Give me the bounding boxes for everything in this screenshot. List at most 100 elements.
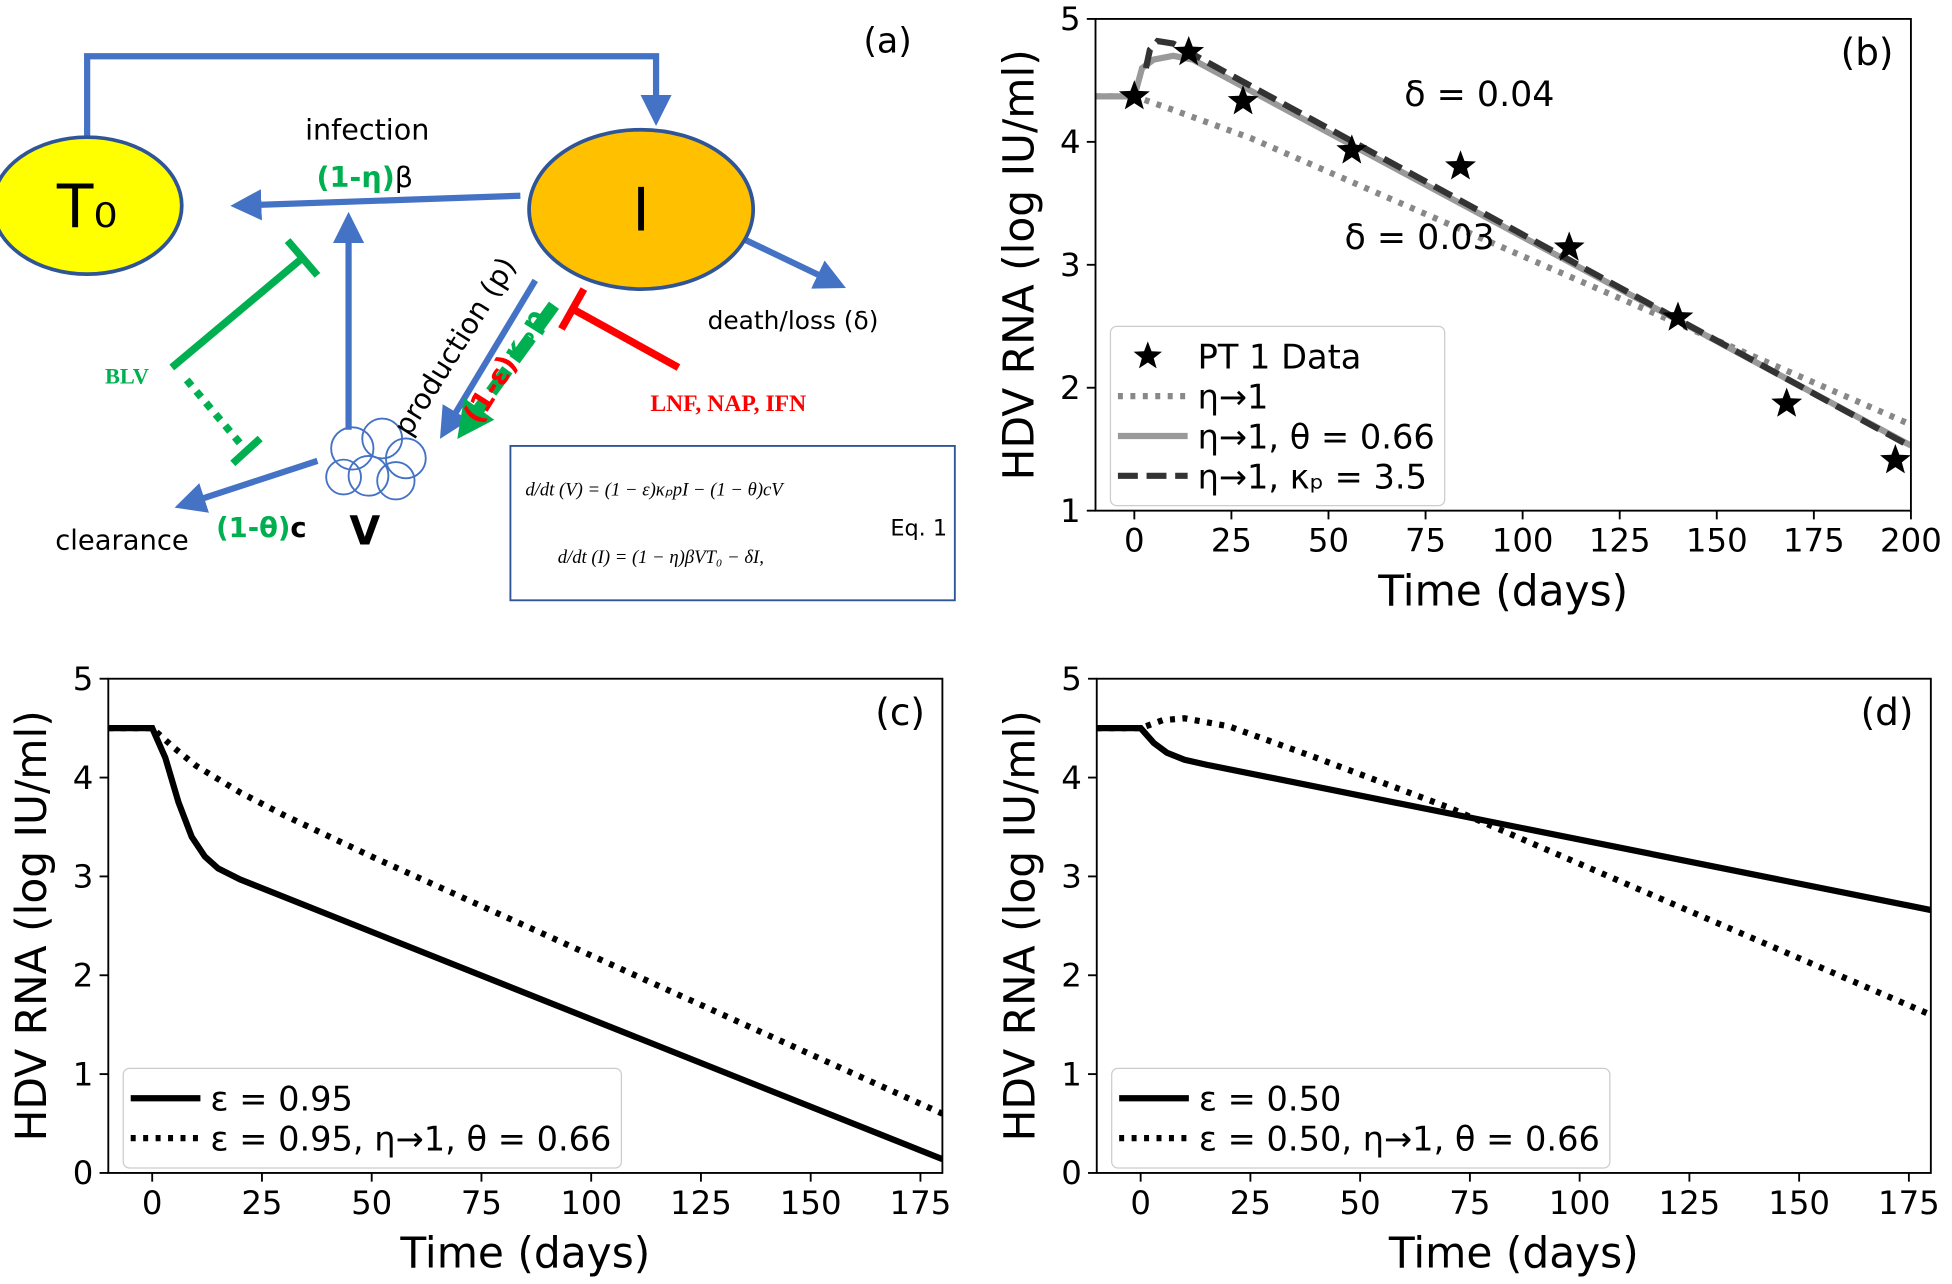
inhibitor-bar — [284, 238, 321, 278]
node-label: I — [632, 177, 650, 246]
rate-part: (1-θ) — [216, 513, 290, 544]
legend-label: ε = 0.50 — [1199, 1080, 1342, 1119]
edge-label: (1-η)β — [316, 160, 413, 194]
x-tick-label: 50 — [1308, 522, 1349, 560]
inhibitor-bar — [230, 435, 263, 467]
legend-label: ε = 0.95 — [210, 1080, 353, 1119]
inhibitor-label: BLV — [105, 364, 149, 389]
data-point — [1662, 301, 1694, 331]
chart: 0 25 50 75 100 125 150 175 0 1 2 3 4 5 Time (days) HDV … — [7, 660, 951, 1278]
x-tick-label: 0 — [1124, 522, 1145, 560]
plot-area — [108, 725, 943, 1163]
node-label: V — [349, 508, 380, 554]
data-point — [1336, 134, 1368, 164]
y-tick-label: 1 — [73, 1055, 94, 1093]
x-tick-label: 25 — [241, 1184, 282, 1222]
series-line — [1096, 715, 1931, 1018]
legend: ε = 0.95ε = 0.95, η→1, θ = 0.66 — [122, 1067, 623, 1169]
x-tick-label: 100 — [1549, 1184, 1611, 1222]
x-tick-label: 150 — [780, 1184, 842, 1222]
edge-label: (1-θ)c — [216, 513, 306, 544]
legend-label: η→1, θ = 0.66 — [1198, 417, 1435, 456]
y-tick-label: 1 — [1061, 1055, 1082, 1093]
data-point — [1880, 444, 1911, 474]
x-tick-label: 75 — [1405, 522, 1446, 560]
rate-part: (1-η) — [316, 160, 394, 194]
annotation: δ = 0.03 — [1344, 218, 1494, 258]
x-tick-label: 175 — [1783, 522, 1845, 560]
inhibitor — [169, 255, 305, 371]
x-tick-label: 0 — [1130, 1184, 1151, 1222]
x-axis-label: Time (days) — [1388, 1229, 1639, 1278]
legend-label: η→1, κₚ = 3.5 — [1198, 457, 1427, 496]
rate-part: c — [290, 513, 306, 544]
node-label: T₀ — [56, 173, 117, 242]
panel-label: (c) — [875, 690, 925, 734]
equation-label: Eq. 1 — [890, 516, 947, 542]
data-point — [1118, 80, 1150, 110]
y-axis-label: HDV RNA (log IU/ml) — [996, 710, 1045, 1141]
legend-label: ε = 0.95, η→1, θ = 0.66 — [210, 1120, 611, 1159]
x-tick-label: 125 — [670, 1184, 732, 1222]
inhibitor-bar — [558, 287, 588, 331]
x-axis-label: Time (days) — [1377, 566, 1628, 615]
inhibitor — [183, 377, 250, 454]
axes-frame — [1094, 17, 1912, 512]
diagram: (a) T₀ I V infection (1-η)β death/loss (… — [0, 22, 956, 602]
equation: d/dt (V) = (1 − ε)κₚpI − (1 − θ)cV — [525, 480, 785, 501]
x-tick-label: 125 — [1659, 1184, 1721, 1222]
inhibitor — [570, 305, 681, 371]
series-line — [108, 725, 943, 1163]
y-tick-label: 5 — [1061, 660, 1082, 698]
x-tick-label: 75 — [461, 1184, 502, 1222]
equation: d/dt (I) = (1 − η)βVT₀ − δI, — [558, 547, 764, 568]
arrow — [174, 457, 319, 513]
axes-frame — [107, 677, 944, 1174]
y-tick-label: 5 — [73, 660, 94, 698]
x-tick-label: 100 — [1492, 522, 1554, 560]
plot-area — [1096, 715, 1931, 1018]
equation-box — [509, 444, 956, 602]
chart: 0 25 50 75 100 125 150 175 0 1 2 3 4 5 Time (days) HDV … — [996, 660, 1940, 1278]
y-tick-label: 0 — [73, 1154, 94, 1192]
y-tick-label: 4 — [73, 759, 94, 797]
y-tick-label: 5 — [1060, 0, 1081, 38]
edge-label: infection — [305, 113, 429, 147]
x-tick-label: 200 — [1880, 522, 1942, 560]
x-tick-label: 150 — [1686, 522, 1748, 560]
virions — [325, 417, 427, 501]
legend: ε = 0.50ε = 0.50, η→1, θ = 0.66 — [1111, 1067, 1611, 1169]
data-point — [1445, 150, 1476, 180]
x-tick-label: 25 — [1230, 1184, 1271, 1222]
legend-box — [122, 1067, 623, 1169]
inhibitor-label: LNF, NAP, IFN — [650, 391, 806, 417]
axes-frame — [1095, 677, 1932, 1174]
series-line — [108, 725, 943, 1117]
panel-label: (b) — [1841, 30, 1894, 74]
y-tick-label: 4 — [1061, 759, 1082, 797]
virion — [330, 426, 375, 471]
x-axis-label: Time (days) — [399, 1229, 650, 1278]
node-t0 — [0, 135, 184, 276]
y-axis-label: HDV RNA (log IU/ml) — [7, 710, 56, 1141]
y-tick-label: 2 — [1060, 369, 1081, 407]
node-i — [527, 127, 756, 291]
y-tick-label: 4 — [1060, 123, 1081, 161]
panel-label: (a) — [863, 22, 912, 62]
annotation: δ = 0.04 — [1404, 75, 1554, 115]
legend-box — [1109, 325, 1446, 507]
panel-label: (d) — [1861, 690, 1914, 734]
y-tick-label: 3 — [73, 858, 94, 896]
rate-part: β — [395, 160, 413, 194]
arrow — [230, 189, 521, 221]
y-tick-label: 2 — [1061, 956, 1082, 994]
x-tick-label: 75 — [1449, 1184, 1490, 1222]
y-tick-label: 3 — [1060, 246, 1081, 284]
legend-box — [1111, 1067, 1611, 1169]
data-point — [1173, 35, 1205, 66]
x-tick-label: 175 — [890, 1184, 952, 1222]
x-tick-label: 50 — [1340, 1184, 1381, 1222]
